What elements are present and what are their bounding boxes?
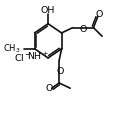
Text: Cl$^-$: Cl$^-$: [13, 52, 31, 63]
Text: O: O: [57, 67, 64, 76]
Text: NH$^+$: NH$^+$: [27, 51, 49, 63]
Text: O: O: [45, 84, 53, 93]
Text: OH: OH: [41, 6, 55, 15]
Text: CH$_3$: CH$_3$: [3, 42, 20, 55]
Text: O: O: [96, 10, 103, 19]
Text: O: O: [79, 25, 87, 34]
